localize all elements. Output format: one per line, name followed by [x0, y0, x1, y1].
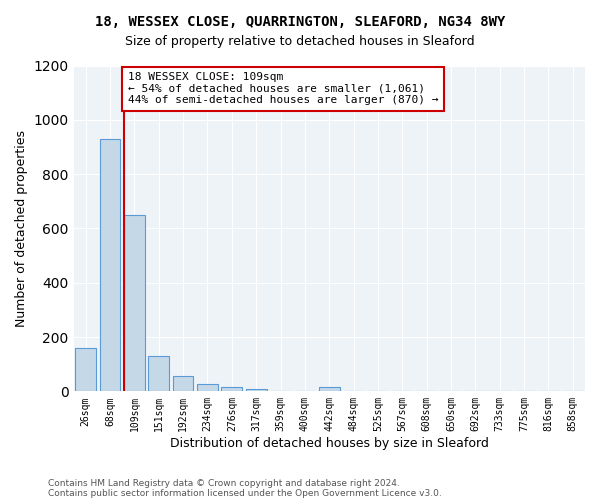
Bar: [148, 356, 169, 392]
X-axis label: Distribution of detached houses by size in Sleaford: Distribution of detached houses by size …: [170, 437, 489, 450]
Text: Contains HM Land Registry data © Crown copyright and database right 2024.: Contains HM Land Registry data © Crown c…: [48, 478, 400, 488]
Text: Contains public sector information licensed under the Open Government Licence v3: Contains public sector information licen…: [48, 488, 442, 498]
Bar: [246, 388, 266, 392]
Bar: [100, 139, 121, 392]
Text: Size of property relative to detached houses in Sleaford: Size of property relative to detached ho…: [125, 35, 475, 48]
Bar: [173, 376, 193, 392]
Bar: [76, 348, 96, 392]
Bar: [319, 388, 340, 392]
Bar: [221, 388, 242, 392]
Bar: [124, 215, 145, 392]
Text: 18 WESSEX CLOSE: 109sqm
← 54% of detached houses are smaller (1,061)
44% of semi: 18 WESSEX CLOSE: 109sqm ← 54% of detache…: [128, 72, 438, 106]
Y-axis label: Number of detached properties: Number of detached properties: [15, 130, 28, 327]
Bar: [197, 384, 218, 392]
Text: 18, WESSEX CLOSE, QUARRINGTON, SLEAFORD, NG34 8WY: 18, WESSEX CLOSE, QUARRINGTON, SLEAFORD,…: [95, 15, 505, 29]
